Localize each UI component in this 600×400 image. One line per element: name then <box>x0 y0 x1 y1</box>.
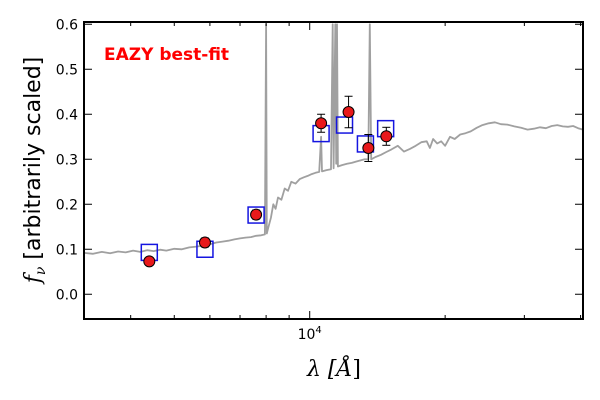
plot-frame <box>83 21 584 320</box>
y-tick-label: 0.4 <box>56 107 78 123</box>
model-photometry-box <box>335 116 354 134</box>
y-tick-label: 0.3 <box>56 152 78 168</box>
x-tick-label: 104 <box>298 325 322 343</box>
y-axis-label-subscript: ν <box>33 266 49 275</box>
y-tick-label: 0.2 <box>56 197 78 213</box>
model-sed-line <box>83 23 584 255</box>
y-axis-label: fν [arbitrarily scaled] <box>21 57 49 286</box>
observed-point <box>380 130 393 143</box>
observed-point <box>143 255 156 268</box>
y-tick-label: 0.0 <box>56 287 78 303</box>
y-tick-label: 0.1 <box>56 242 78 258</box>
observed-point <box>250 208 263 221</box>
observed-point <box>342 106 355 118</box>
y-tick-label: 0.5 <box>56 62 78 78</box>
observed-point <box>315 117 328 130</box>
chart-annotation: EAZY best-fit <box>104 45 229 65</box>
observed-point <box>362 142 375 154</box>
x-axis-label-main: λ [ <box>306 357 337 382</box>
x-axis-label-close: ] <box>352 357 361 382</box>
axis-ticks: 0.0 0.1 0.2 0.3 0.4 0.5 0.6 104 <box>56 17 583 343</box>
observed-point <box>198 236 211 249</box>
y-tick-label: 0.6 <box>56 17 78 33</box>
model-photometry-box <box>247 206 265 224</box>
x-axis-label: λ [Å] <box>306 354 361 382</box>
y-axis-label-spacer <box>21 260 46 267</box>
y-axis-label-main: [arbitrarily scaled] <box>21 57 46 260</box>
plot-area <box>83 23 584 268</box>
x-axis-label-unit: Å <box>334 354 353 382</box>
